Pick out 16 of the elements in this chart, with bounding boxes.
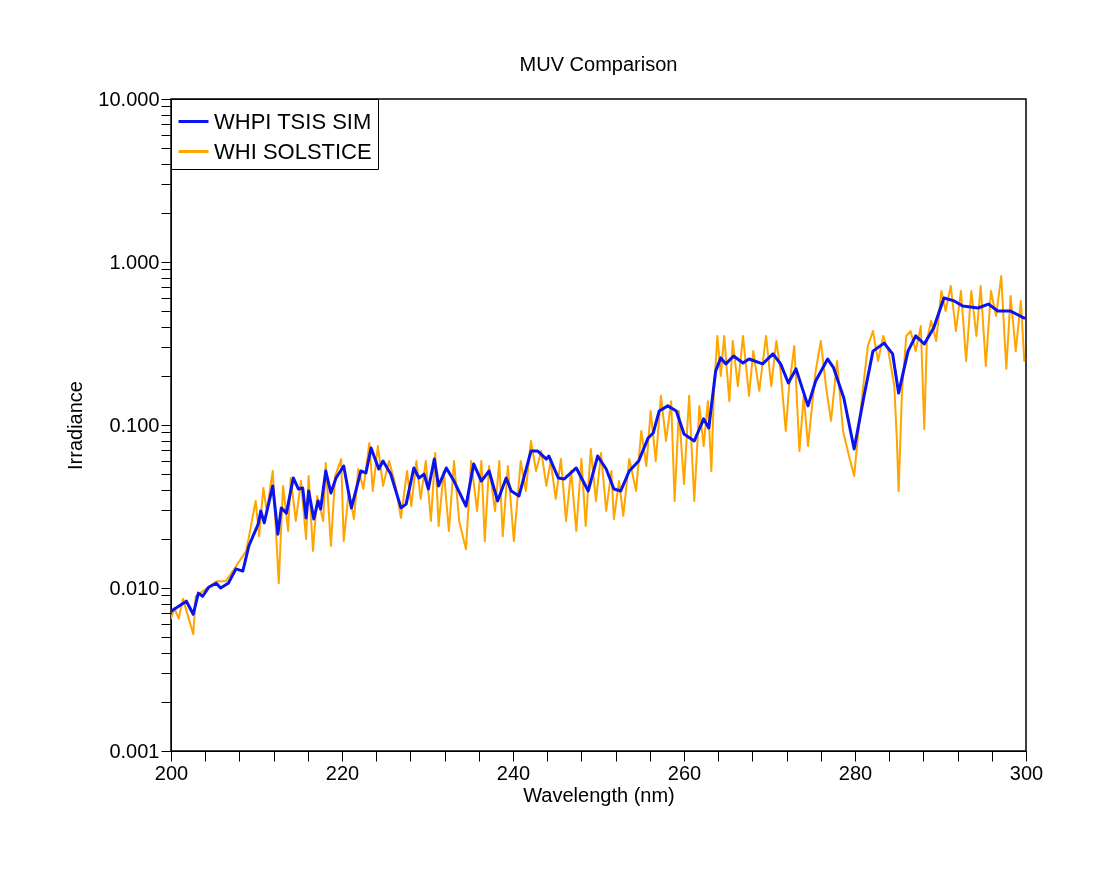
x-tick-label: 280	[838, 761, 873, 784]
x-tick-label: 240	[496, 761, 531, 784]
x-axis-title: Wavelength (nm)	[523, 783, 675, 806]
y-tick-label: 0.010	[109, 576, 160, 599]
legend-label: WHPI TSIS SIM	[214, 108, 372, 134]
legend-label: WHI SOLSTICE	[214, 138, 372, 164]
y-tick-label: 1.000	[109, 250, 160, 273]
x-tick-label: 220	[325, 761, 360, 784]
y-tick-label: 0.001	[109, 739, 160, 762]
x-tick-label: 300	[1009, 761, 1044, 784]
y-tick-label: 0.100	[109, 413, 160, 436]
x-tick-label: 200	[154, 761, 189, 784]
x-tick-label: 260	[667, 761, 702, 784]
chart-title: MUV Comparison	[519, 53, 678, 75]
y-tick-label: 10.000	[98, 87, 160, 110]
y-axis-title: Irradiance	[64, 381, 87, 470]
